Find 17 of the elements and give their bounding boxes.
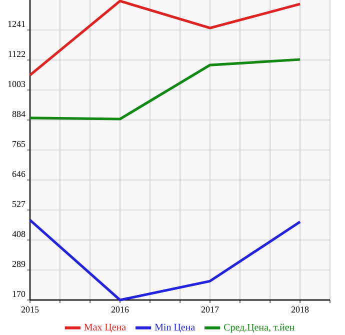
y-tick-label: 527 <box>12 200 26 208</box>
legend-label: Max Цена <box>84 324 126 332</box>
y-tick-label: 646 <box>12 170 26 178</box>
x-tick-label: 2015 <box>21 306 39 313</box>
y-tick-label: 1122 <box>8 51 25 57</box>
y-tick-label: 884 <box>12 110 26 118</box>
y-tick-label: 1241 <box>8 21 25 27</box>
y-tick-label: 1003 <box>8 80 26 88</box>
y-tick-label: 289 <box>12 260 26 268</box>
y-tick-label: 408 <box>12 230 26 238</box>
legend-label: Min Цена <box>154 324 195 333</box>
x-tick-label: 2017 <box>201 306 219 313</box>
x-tick-label: 2018 <box>291 306 309 313</box>
y-tick-label: 170 <box>12 290 26 298</box>
x-tick-label: 2016 <box>111 306 129 313</box>
legend-label: Сред.Цена, т.йен <box>224 324 294 333</box>
y-tick-label: 765 <box>12 140 26 148</box>
